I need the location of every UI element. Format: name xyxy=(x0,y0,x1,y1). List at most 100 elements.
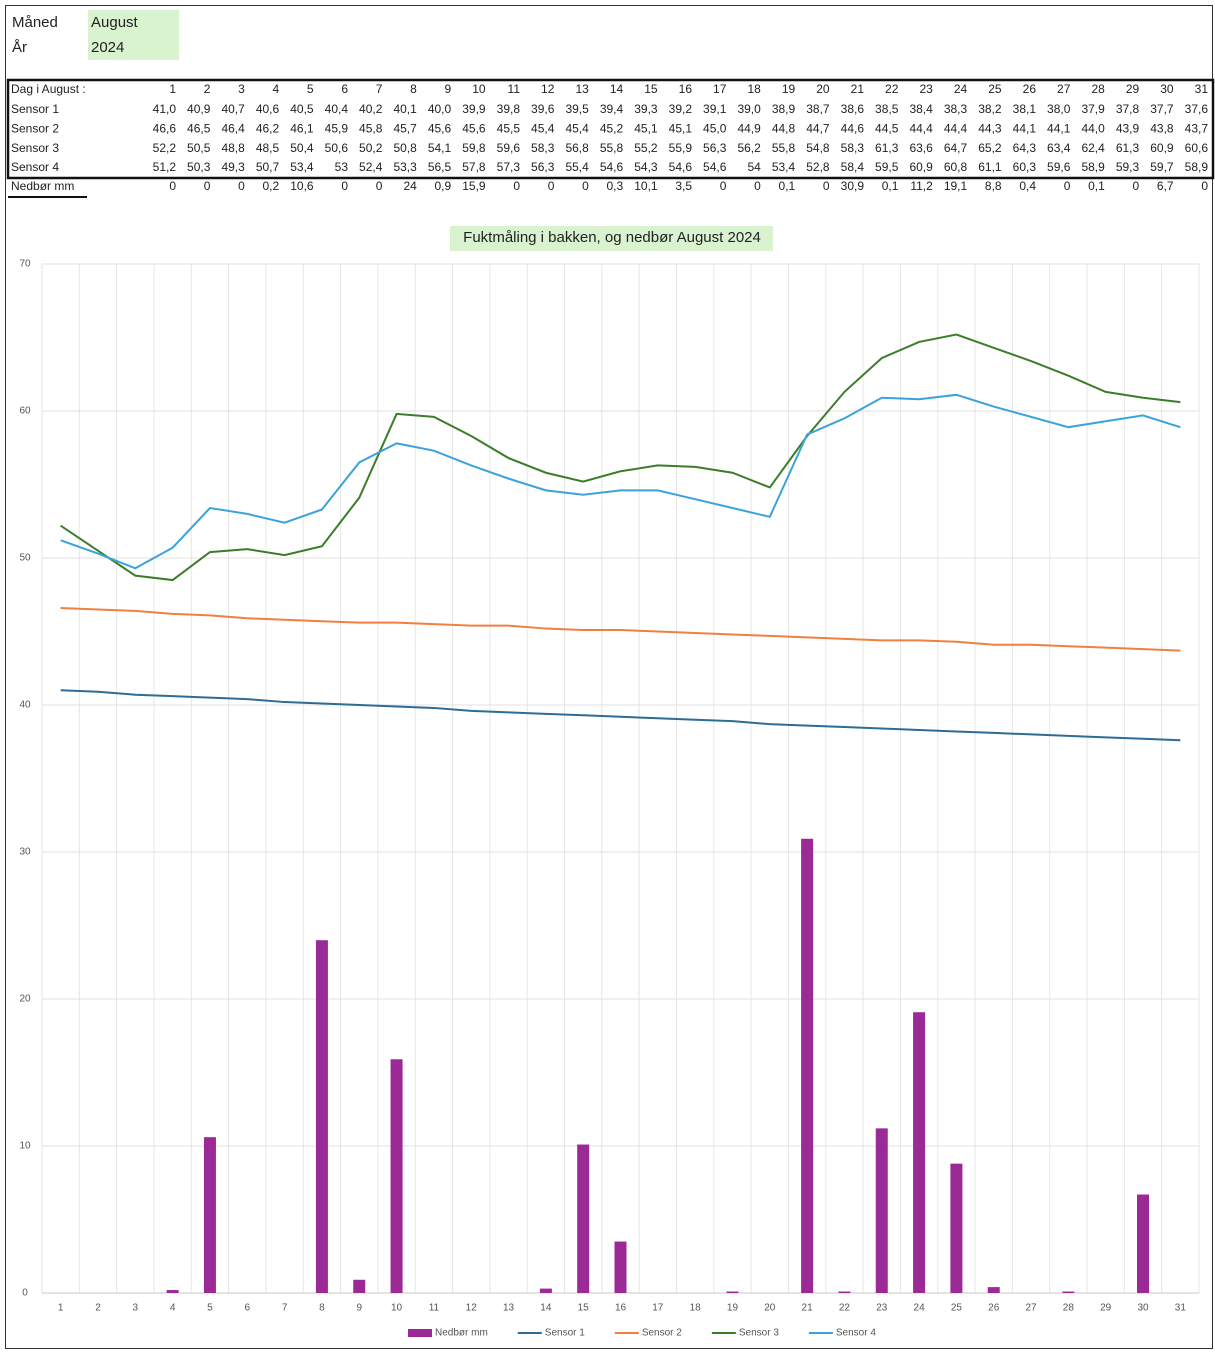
bar xyxy=(950,1163,963,1293)
y-tick-label: 0 xyxy=(22,1288,28,1299)
x-tick-label: 25 xyxy=(951,1303,963,1314)
cell: 39,5 xyxy=(565,102,589,116)
x-tick-label: 23 xyxy=(876,1303,888,1314)
legend-swatch xyxy=(408,1329,432,1337)
line xyxy=(60,689,1181,742)
cell: 54,8 xyxy=(806,141,830,155)
bar xyxy=(801,838,814,1293)
cell: 60,6 xyxy=(1185,141,1209,155)
cell: 2 xyxy=(204,82,211,96)
cell: 50,2 xyxy=(359,141,383,155)
cell: 4 xyxy=(273,82,280,96)
cell: 19,1 xyxy=(944,179,968,193)
cell: 40,9 xyxy=(187,102,211,116)
cell: 61,3 xyxy=(875,141,899,155)
cell: 53 xyxy=(335,160,349,174)
cell: 58,3 xyxy=(841,141,865,155)
cell: 57,8 xyxy=(462,160,486,174)
cell: 0 xyxy=(341,179,348,193)
field-label: Måned xyxy=(12,14,58,31)
cell: 59,3 xyxy=(1116,160,1140,174)
cell: 55,9 xyxy=(669,141,693,155)
cell: 7 xyxy=(376,82,383,96)
cell: 45,4 xyxy=(531,121,555,135)
x-tick-label: 10 xyxy=(391,1303,403,1314)
cell: 54,6 xyxy=(703,160,727,174)
cell: 40,2 xyxy=(359,102,383,116)
bar xyxy=(726,1291,739,1293)
bar xyxy=(1137,1194,1150,1293)
title-bg xyxy=(450,226,773,251)
cell: 44,0 xyxy=(1081,121,1105,135)
cell: 56,5 xyxy=(428,160,452,174)
cell: 44,3 xyxy=(978,121,1002,135)
cell: 31 xyxy=(1195,82,1209,96)
cell: 24 xyxy=(954,82,968,96)
cell: 21 xyxy=(851,82,865,96)
cell: 41,0 xyxy=(153,102,177,116)
cell: 48,8 xyxy=(221,141,245,155)
cell: 51,2 xyxy=(153,160,177,174)
cell: 49,3 xyxy=(221,160,245,174)
cell: 59,8 xyxy=(462,141,486,155)
cell: 45,6 xyxy=(428,121,452,135)
cell: 50,8 xyxy=(393,141,417,155)
cell: 38,9 xyxy=(772,102,796,116)
cell: 19 xyxy=(782,82,796,96)
x-tick-label: 27 xyxy=(1025,1303,1037,1314)
cell: 54,6 xyxy=(669,160,693,174)
x-tick-label: 9 xyxy=(356,1303,362,1314)
cell: 20 xyxy=(816,82,830,96)
cell: 52,4 xyxy=(359,160,383,174)
cell: 18 xyxy=(747,82,761,96)
cell: 56,3 xyxy=(531,160,555,174)
cell: 0 xyxy=(204,179,211,193)
y-tick-label: 70 xyxy=(19,259,31,270)
cell: 37,7 xyxy=(1150,102,1174,116)
x-tick-label: 13 xyxy=(503,1303,515,1314)
cell: 15 xyxy=(644,82,658,96)
cell: 0,1 xyxy=(779,179,796,193)
cell: 0 xyxy=(582,179,589,193)
cell: 44,1 xyxy=(1013,121,1037,135)
cell: 46,4 xyxy=(221,121,245,135)
cell: 54,3 xyxy=(634,160,658,174)
cell: 44,4 xyxy=(909,121,933,135)
cell: 56,8 xyxy=(565,141,589,155)
x-tick-label: 29 xyxy=(1100,1303,1112,1314)
cell: 40,7 xyxy=(221,102,245,116)
cell: 46,6 xyxy=(153,121,177,135)
cell: 1 xyxy=(169,82,176,96)
cell: 57,3 xyxy=(497,160,521,174)
x-tick-label: 12 xyxy=(466,1303,478,1314)
bar xyxy=(353,1279,366,1293)
x-tick-label: 7 xyxy=(282,1303,288,1314)
cell: 45,6 xyxy=(462,121,486,135)
cell: 50,6 xyxy=(325,141,349,155)
row-label: Sensor 3 xyxy=(11,141,59,155)
cell: 60,9 xyxy=(1150,141,1174,155)
cell: 45,4 xyxy=(565,121,589,135)
row-label: Sensor 2 xyxy=(11,121,59,135)
line xyxy=(60,606,1181,652)
cell: 58,9 xyxy=(1081,160,1105,174)
x-tick-label: 1 xyxy=(58,1303,64,1314)
cell: 55,8 xyxy=(600,141,624,155)
field-value: August xyxy=(91,14,139,31)
cell: 62,4 xyxy=(1081,141,1105,155)
cell: 44,1 xyxy=(1047,121,1071,135)
x-tick-label: 3 xyxy=(133,1303,139,1314)
cell: 38,1 xyxy=(1013,102,1037,116)
cell: 38,5 xyxy=(875,102,899,116)
cell: 6 xyxy=(341,82,348,96)
cell: 0,4 xyxy=(1019,179,1036,193)
cell: 23 xyxy=(919,82,933,96)
cell: 0 xyxy=(169,179,176,193)
cell: 40,1 xyxy=(393,102,417,116)
cell: 45,1 xyxy=(669,121,693,135)
cell: 44,7 xyxy=(806,121,830,135)
x-tick-label: 28 xyxy=(1063,1303,1075,1314)
cell: 39,1 xyxy=(703,102,727,116)
x-tick-label: 26 xyxy=(988,1303,1000,1314)
